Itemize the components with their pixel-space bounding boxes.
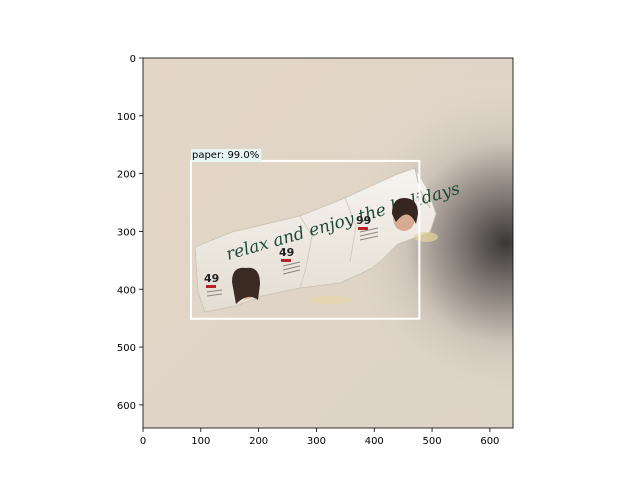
y-tick-label: 300 xyxy=(117,227,136,238)
x-tick-label: 100 xyxy=(191,436,210,447)
y-tick-label: 400 xyxy=(117,285,136,296)
x-tick-label: 400 xyxy=(365,436,384,447)
y-axis: 0 100 200 300 400 500 600 xyxy=(117,54,143,412)
price-tag-2: 49 xyxy=(279,246,294,259)
detection-label: paper: 99.0% xyxy=(192,150,259,161)
y-tick-label: 100 xyxy=(117,112,136,123)
price-tag-3: 99 xyxy=(356,214,371,227)
detection-label-background xyxy=(190,148,262,162)
detection-overlay: paper: 99.0% xyxy=(189,148,421,320)
x-tick-label: 500 xyxy=(423,436,442,447)
y-tick-label: 0 xyxy=(130,54,136,65)
y-tick-label: 500 xyxy=(117,343,136,354)
y-tick-label: 600 xyxy=(117,401,136,412)
plot-frame xyxy=(142,57,514,429)
x-tick-label: 300 xyxy=(307,436,326,447)
x-tick-label: 0 xyxy=(140,436,146,447)
photo: relax and enjoy the holidays 49 49 99 xyxy=(143,58,513,428)
y-tick-label: 200 xyxy=(117,170,136,181)
x-axis: 0 100 200 300 400 500 600 xyxy=(140,428,499,447)
price-tag-1: 49 xyxy=(204,272,219,285)
x-tick-label: 200 xyxy=(249,436,268,447)
x-tick-label: 600 xyxy=(480,436,499,447)
detection-box xyxy=(189,159,421,320)
